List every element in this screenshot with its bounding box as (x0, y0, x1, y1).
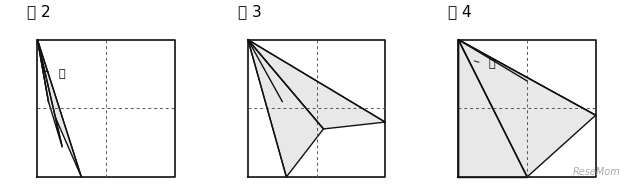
Polygon shape (458, 40, 596, 177)
Polygon shape (248, 40, 385, 129)
Polygon shape (38, 40, 62, 147)
Text: イ: イ (488, 59, 495, 69)
Polygon shape (458, 40, 596, 115)
Text: 図 4: 図 4 (449, 4, 472, 19)
Text: 図 2: 図 2 (28, 4, 51, 19)
Text: ReseMom: ReseMom (573, 167, 621, 177)
Polygon shape (458, 40, 527, 177)
Text: 図 3: 図 3 (238, 4, 262, 19)
Text: ア: ア (58, 69, 65, 79)
Polygon shape (38, 40, 81, 177)
Polygon shape (248, 40, 323, 177)
